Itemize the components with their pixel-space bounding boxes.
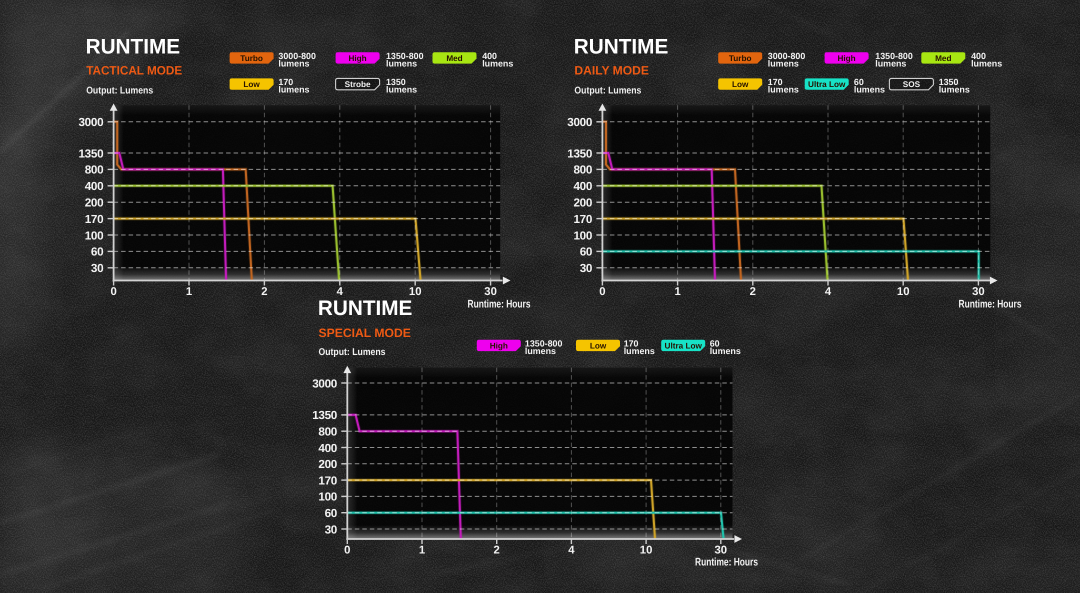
svg-text:2: 2: [750, 286, 756, 298]
svg-text:1: 1: [186, 286, 192, 298]
svg-text:Runtime: Hours: Runtime: Hours: [695, 556, 758, 568]
svg-text:SPECIAL MODE: SPECIAL MODE: [319, 326, 411, 340]
svg-text:lumens: lumens: [971, 58, 1002, 68]
svg-text:Low: Low: [243, 80, 260, 89]
svg-text:RUNTIME: RUNTIME: [574, 36, 669, 59]
svg-text:2: 2: [261, 286, 267, 298]
svg-text:lumens: lumens: [768, 85, 799, 95]
svg-text:30: 30: [715, 544, 728, 556]
svg-text:1350: 1350: [386, 77, 406, 87]
svg-text:lumens: lumens: [875, 58, 906, 68]
svg-text:DAILY MODE: DAILY MODE: [574, 64, 649, 78]
svg-text:High: High: [837, 54, 855, 63]
svg-text:30: 30: [91, 262, 104, 275]
svg-text:3000: 3000: [78, 116, 104, 129]
svg-text:170: 170: [573, 213, 592, 226]
svg-text:0: 0: [344, 544, 350, 556]
svg-text:60: 60: [854, 77, 864, 87]
svg-text:60: 60: [710, 339, 720, 349]
svg-text:1350: 1350: [78, 147, 104, 160]
svg-text:400: 400: [971, 51, 986, 61]
svg-text:Low: Low: [732, 80, 749, 89]
svg-text:lumens: lumens: [278, 58, 309, 68]
svg-text:Strobe: Strobe: [345, 80, 371, 89]
svg-text:3000-800: 3000-800: [278, 51, 316, 61]
svg-text:Output: Lumens: Output: Lumens: [86, 86, 153, 97]
svg-text:Runtime: Hours: Runtime: Hours: [468, 298, 531, 310]
svg-text:Runtime: Hours: Runtime: Hours: [959, 298, 1022, 310]
svg-text:170: 170: [278, 77, 293, 87]
svg-text:Turbo: Turbo: [240, 54, 263, 63]
svg-text:4: 4: [825, 286, 832, 298]
svg-text:10: 10: [640, 544, 653, 556]
svg-text:170: 170: [318, 474, 337, 487]
svg-text:3000-800: 3000-800: [768, 51, 806, 61]
svg-text:400: 400: [573, 180, 592, 193]
svg-text:Med: Med: [446, 54, 462, 63]
svg-text:200: 200: [318, 458, 337, 471]
svg-text:Turbo: Turbo: [729, 54, 752, 63]
svg-text:Med: Med: [935, 54, 951, 63]
svg-text:1350: 1350: [939, 77, 959, 87]
svg-text:3000: 3000: [567, 116, 593, 129]
svg-text:3000: 3000: [312, 377, 338, 390]
svg-text:400: 400: [318, 442, 337, 455]
svg-text:30: 30: [325, 523, 338, 536]
svg-text:800: 800: [573, 164, 592, 177]
svg-text:1350-800: 1350-800: [386, 51, 424, 61]
svg-text:170: 170: [624, 339, 639, 349]
svg-text:SOS: SOS: [903, 80, 921, 89]
svg-text:lumens: lumens: [482, 58, 513, 68]
svg-text:100: 100: [573, 229, 592, 242]
svg-text:lumens: lumens: [710, 346, 741, 356]
svg-text:1350-800: 1350-800: [525, 339, 563, 349]
svg-text:1: 1: [419, 544, 425, 556]
svg-text:lumens: lumens: [386, 58, 417, 68]
svg-text:Ultra Low: Ultra Low: [665, 342, 703, 351]
svg-text:lumens: lumens: [768, 58, 799, 68]
svg-text:200: 200: [85, 197, 104, 210]
svg-text:400: 400: [482, 51, 497, 61]
svg-text:Output: Lumens: Output: Lumens: [574, 86, 641, 97]
svg-text:1350: 1350: [567, 147, 593, 160]
svg-text:30: 30: [484, 286, 497, 298]
svg-text:Output: Lumens: Output: Lumens: [319, 347, 386, 358]
svg-text:170: 170: [85, 213, 104, 226]
svg-text:800: 800: [85, 164, 104, 177]
svg-text:Ultra Low: Ultra Low: [808, 80, 846, 89]
svg-text:10: 10: [897, 286, 910, 298]
svg-text:lumens: lumens: [854, 85, 885, 95]
svg-text:10: 10: [409, 286, 422, 298]
svg-text:lumens: lumens: [939, 85, 970, 95]
svg-text:100: 100: [318, 491, 337, 504]
svg-text:100: 100: [85, 229, 104, 242]
svg-text:4: 4: [337, 286, 344, 298]
svg-text:lumens: lumens: [624, 346, 655, 356]
svg-text:30: 30: [580, 262, 593, 275]
svg-text:200: 200: [573, 197, 592, 210]
svg-text:RUNTIME: RUNTIME: [318, 297, 413, 320]
svg-text:400: 400: [85, 180, 104, 193]
svg-text:1350-800: 1350-800: [875, 51, 913, 61]
svg-text:High: High: [490, 342, 508, 351]
svg-text:0: 0: [110, 286, 116, 298]
svg-text:lumens: lumens: [278, 85, 309, 95]
svg-text:2: 2: [494, 544, 500, 556]
svg-text:1350: 1350: [312, 409, 338, 422]
svg-text:Low: Low: [590, 342, 607, 351]
svg-text:60: 60: [325, 507, 338, 520]
svg-text:0: 0: [599, 286, 605, 298]
svg-text:lumens: lumens: [525, 346, 556, 356]
svg-text:RUNTIME: RUNTIME: [86, 36, 181, 59]
svg-text:4: 4: [568, 544, 575, 556]
svg-text:30: 30: [972, 286, 985, 298]
svg-text:lumens: lumens: [386, 85, 417, 95]
svg-text:170: 170: [768, 77, 783, 87]
svg-text:60: 60: [580, 246, 593, 259]
svg-text:60: 60: [91, 246, 104, 259]
svg-text:800: 800: [318, 426, 337, 439]
svg-text:High: High: [348, 54, 366, 63]
svg-text:TACTICAL MODE: TACTICAL MODE: [86, 64, 182, 78]
svg-text:1: 1: [674, 286, 680, 298]
